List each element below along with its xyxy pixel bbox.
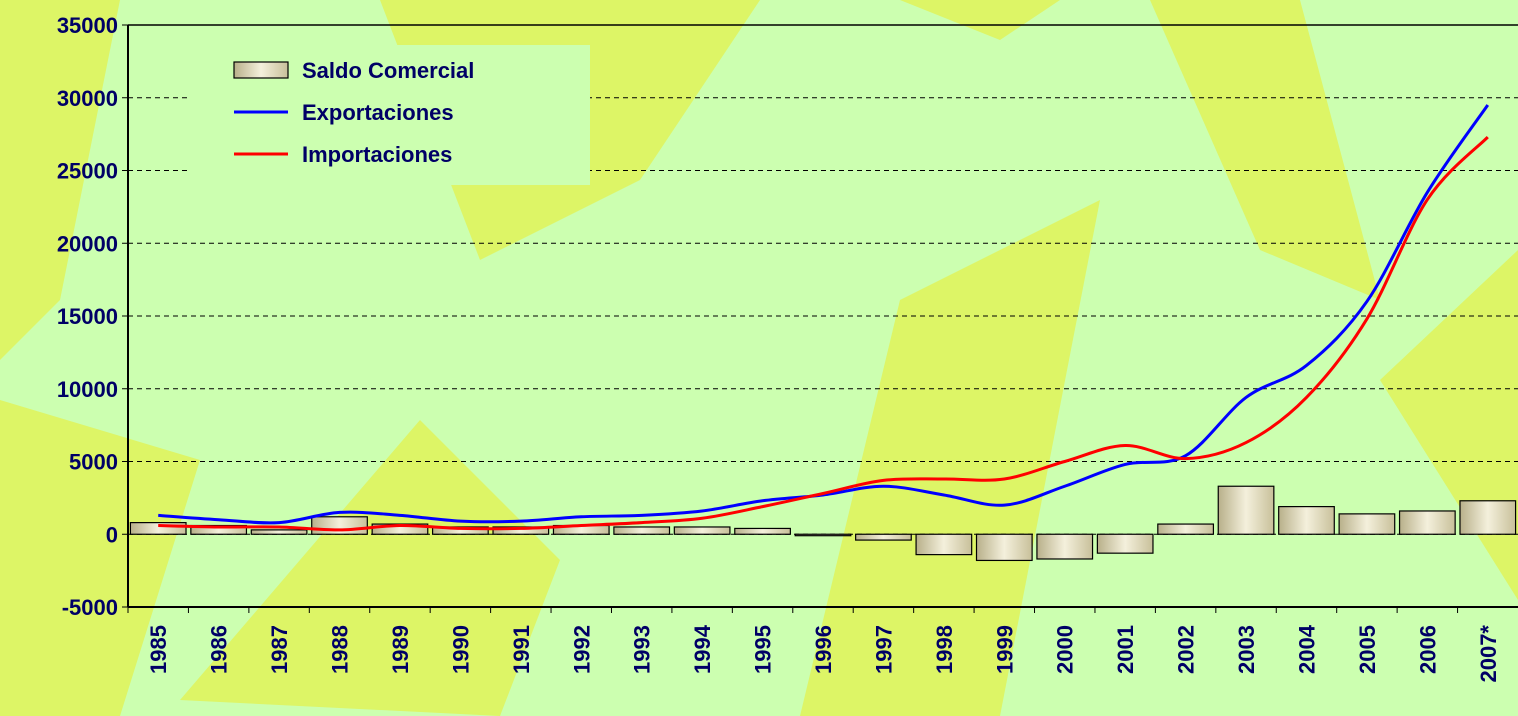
bar [1037,534,1093,559]
x-tick-label: 2002 [1174,625,1199,674]
bar [735,528,791,534]
page: -5000 0 5000 10000 15000 20000 25000 30000 35000… [0,0,1518,716]
x-tick-label: 1994 [690,624,715,674]
x-tick-label: 1998 [932,625,957,674]
y-tick-label: -5000 [62,595,118,620]
bar [1097,534,1153,553]
legend-label: Exportaciones [302,100,454,125]
bar [1158,524,1214,534]
x-tick-label: 1992 [569,625,594,674]
x-tick-label: 1986 [207,625,232,674]
x-tick-label: 1988 [328,625,353,674]
bar [614,527,670,534]
bar [795,534,851,535]
x-tick-label: 1997 [871,625,896,674]
legend-label: Importaciones [302,142,452,167]
bar [1218,486,1274,534]
x-tick-label: 1993 [630,625,655,674]
y-tick-label: 15000 [57,304,118,329]
x-tick-label: 1987 [267,625,292,674]
x-tick-label: 2005 [1355,625,1380,674]
x-tick-label: 2003 [1234,625,1259,674]
y-tick-label: 0 [106,522,118,547]
x-tick-label: 1985 [146,625,171,674]
x-tick-label: 2000 [1053,625,1078,674]
x-tick-label: 1991 [509,625,534,674]
x-tick-label: 1989 [388,625,413,674]
x-tick-label: 2001 [1113,625,1138,674]
bar [312,517,368,534]
bar [1400,511,1456,534]
bar [856,534,912,540]
y-tick-label: 5000 [69,450,118,475]
legend-label: Saldo Comercial [302,58,474,83]
bar [977,534,1033,560]
bar [674,527,730,534]
bar [251,530,307,534]
y-tick-label: 25000 [57,159,118,184]
y-tick-label: 30000 [57,86,118,111]
y-tick-label: 20000 [57,231,118,256]
y-tick-label: 35000 [57,13,118,38]
bar [1279,507,1335,535]
x-tick-label: 2004 [1294,624,1319,674]
bar [130,523,186,535]
x-tick-label: 1996 [811,625,836,674]
x-tick-label: 2006 [1415,625,1440,674]
x-tick-label: 1990 [448,625,473,674]
y-tick-label: 10000 [57,377,118,402]
bar [1339,514,1395,534]
bar [916,534,972,554]
chart: -5000 0 5000 10000 15000 20000 25000 30000 35000… [0,0,1518,716]
bar [1460,501,1516,534]
legend-swatch [234,62,288,78]
x-tick-label: 2007* [1476,625,1501,683]
x-tick-label: 1999 [992,625,1017,674]
x-tick-label: 1995 [751,625,776,674]
